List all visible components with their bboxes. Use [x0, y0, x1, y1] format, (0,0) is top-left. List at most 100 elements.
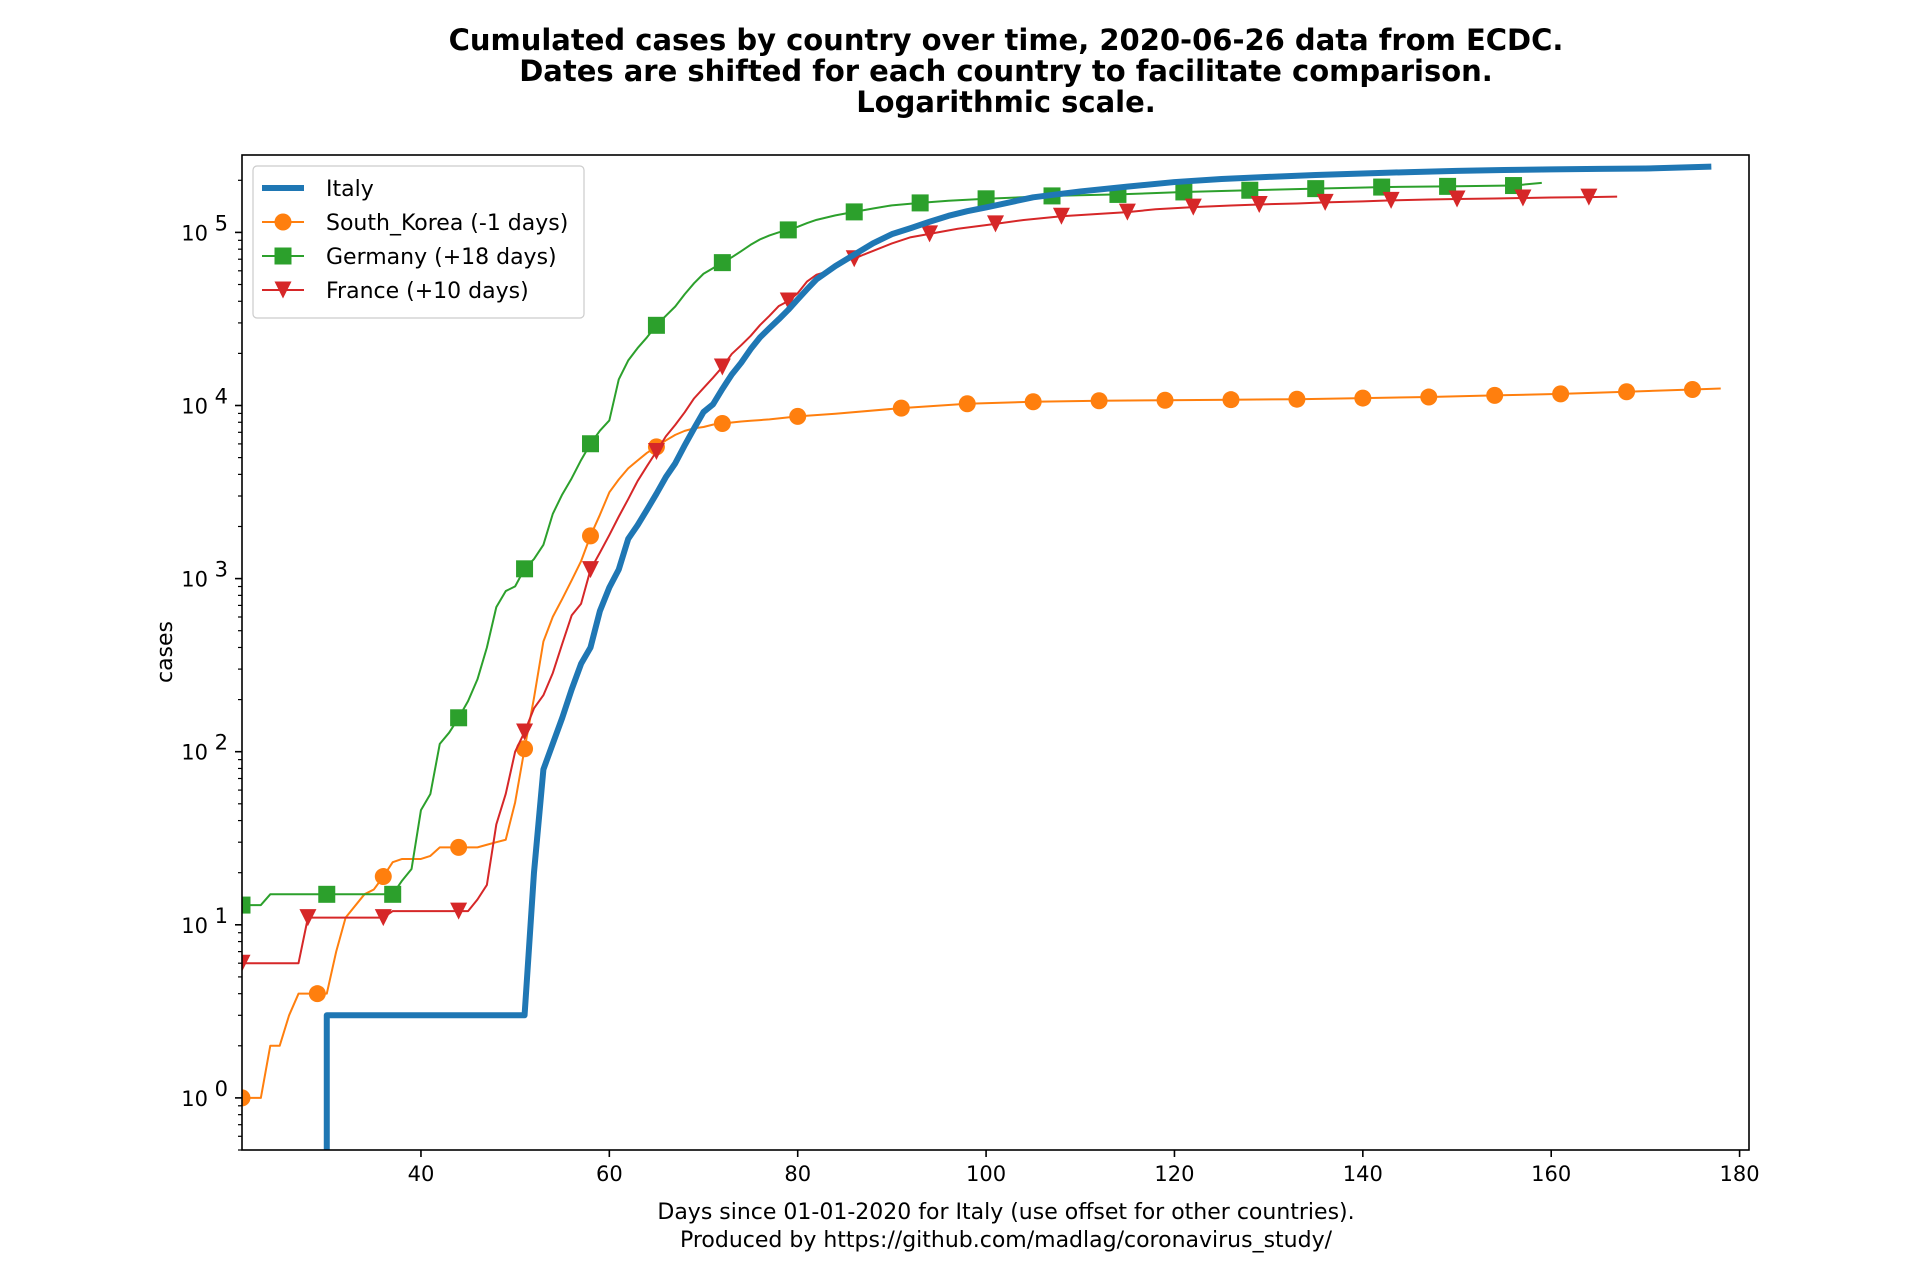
data-point	[581, 561, 599, 579]
data-point	[1118, 203, 1136, 221]
data-point	[1241, 181, 1259, 199]
data-point	[1156, 391, 1174, 409]
data-point	[1618, 383, 1636, 401]
data-point	[1580, 188, 1598, 206]
data-point	[1486, 386, 1504, 404]
y-tick-label-exponent: 2	[215, 731, 228, 755]
series-line-3	[242, 195, 1618, 965]
chart-title-line-2: Dates are shifted for each country to fa…	[519, 54, 1493, 88]
plot-frame	[241, 154, 1750, 1151]
legend-label: France (+10 days)	[326, 279, 529, 304]
series-0	[323, 163, 1712, 1150]
data-point	[384, 885, 402, 903]
y-tick-label: 10	[181, 914, 208, 938]
data-point	[374, 909, 392, 927]
data-point	[581, 435, 599, 453]
data-point	[987, 215, 1004, 233]
legend-label: Germany (+18 days)	[326, 245, 557, 270]
chart-title-line-1: Cumulated cases by country over time, 20…	[449, 23, 1564, 57]
legend-marker	[274, 247, 292, 265]
data-point	[1250, 195, 1268, 213]
y-tick-label-exponent: 4	[215, 385, 228, 409]
data-point	[308, 985, 326, 1003]
legend-entry: Germany (+18 days)	[262, 245, 557, 270]
y-axis-label: cases	[153, 621, 178, 683]
data-point	[1373, 178, 1391, 196]
data-point	[516, 740, 534, 758]
series-layer	[242, 163, 1721, 1150]
data-point	[1514, 189, 1532, 207]
y-axis-ticks: 10 0 10 1 10 2 10 3 10 4 10 5	[181, 179, 242, 1151]
data-point	[1382, 191, 1400, 209]
data-point	[1552, 385, 1570, 403]
data-point	[647, 443, 665, 461]
data-point	[1420, 388, 1438, 406]
x-tick-label: 80	[784, 1162, 811, 1186]
data-point	[845, 203, 863, 221]
data-point	[1222, 391, 1240, 409]
data-point	[1288, 390, 1306, 408]
legend-label: South_Korea (-1 days)	[326, 211, 568, 236]
data-point	[911, 194, 929, 212]
x-tick-label: 60	[596, 1162, 623, 1186]
y-tick-label-exponent: 1	[215, 904, 228, 928]
data-point	[450, 902, 468, 920]
y-tick-label: 10	[181, 1087, 208, 1111]
data-point	[713, 254, 731, 272]
legend-marker	[274, 281, 292, 299]
data-point	[1448, 190, 1466, 208]
data-point	[779, 292, 797, 310]
data-point	[1175, 183, 1193, 201]
legend-entry: Italy	[262, 177, 374, 202]
x-tick-label: 180	[1720, 1162, 1760, 1186]
data-point	[892, 399, 910, 417]
x-tick-label: 100	[966, 1162, 1006, 1186]
data-point	[450, 838, 468, 856]
data-point	[713, 415, 731, 433]
data-point	[1354, 389, 1372, 407]
legend-marker	[274, 213, 292, 231]
data-point	[921, 225, 939, 243]
data-point	[374, 868, 392, 886]
data-point	[958, 395, 976, 413]
data-point	[713, 358, 731, 376]
y-tick-label: 10	[181, 395, 208, 419]
x-tick-label: 160	[1531, 1162, 1571, 1186]
data-point	[977, 190, 995, 208]
legend-box	[252, 165, 585, 319]
y-tick-label-exponent: 0	[215, 1077, 228, 1101]
legend-entry: France (+10 days)	[262, 279, 529, 304]
data-point	[516, 723, 534, 741]
x-tick-label: 140	[1343, 1162, 1383, 1186]
y-tick-label-exponent: 3	[215, 558, 228, 582]
y-tick-label-exponent: 5	[215, 211, 228, 235]
y-tick-label: 10	[181, 741, 208, 765]
data-point	[299, 909, 317, 927]
x-axis-ticks: 40 60 80 100 120 140 160 180	[408, 1150, 1760, 1186]
series-line-0	[323, 163, 1712, 1150]
legend-label: Italy	[326, 177, 374, 202]
data-point	[318, 885, 336, 903]
y-tick-label: 10	[181, 568, 208, 592]
data-point	[789, 407, 807, 425]
data-point	[1024, 393, 1042, 411]
legend: Italy South_Korea (-1 days) Germany (+18 d…	[252, 165, 585, 319]
y-tick-label: 10	[181, 221, 208, 245]
chart-title-line-3: Logarithmic scale.	[856, 85, 1156, 119]
data-point	[1090, 392, 1108, 410]
data-point	[1316, 193, 1334, 211]
x-tick-label: 120	[1154, 1162, 1194, 1186]
legend-entry: South_Korea (-1 days)	[262, 211, 568, 236]
data-point	[1184, 198, 1202, 216]
x-axis-label-line-2: Produced by https://github.com/madlag/co…	[680, 1228, 1333, 1253]
data-point	[581, 527, 599, 545]
data-point	[516, 560, 534, 578]
data-point	[1052, 207, 1070, 225]
data-point	[1307, 180, 1325, 198]
data-point	[779, 221, 797, 239]
data-point	[1683, 380, 1701, 398]
chart-title: Cumulated cases by country over time, 20…	[449, 23, 1564, 119]
data-point	[242, 954, 251, 972]
x-axis-label: Days since 01-01-2020 for Italy (use off…	[657, 1200, 1354, 1253]
data-point	[242, 1089, 251, 1107]
